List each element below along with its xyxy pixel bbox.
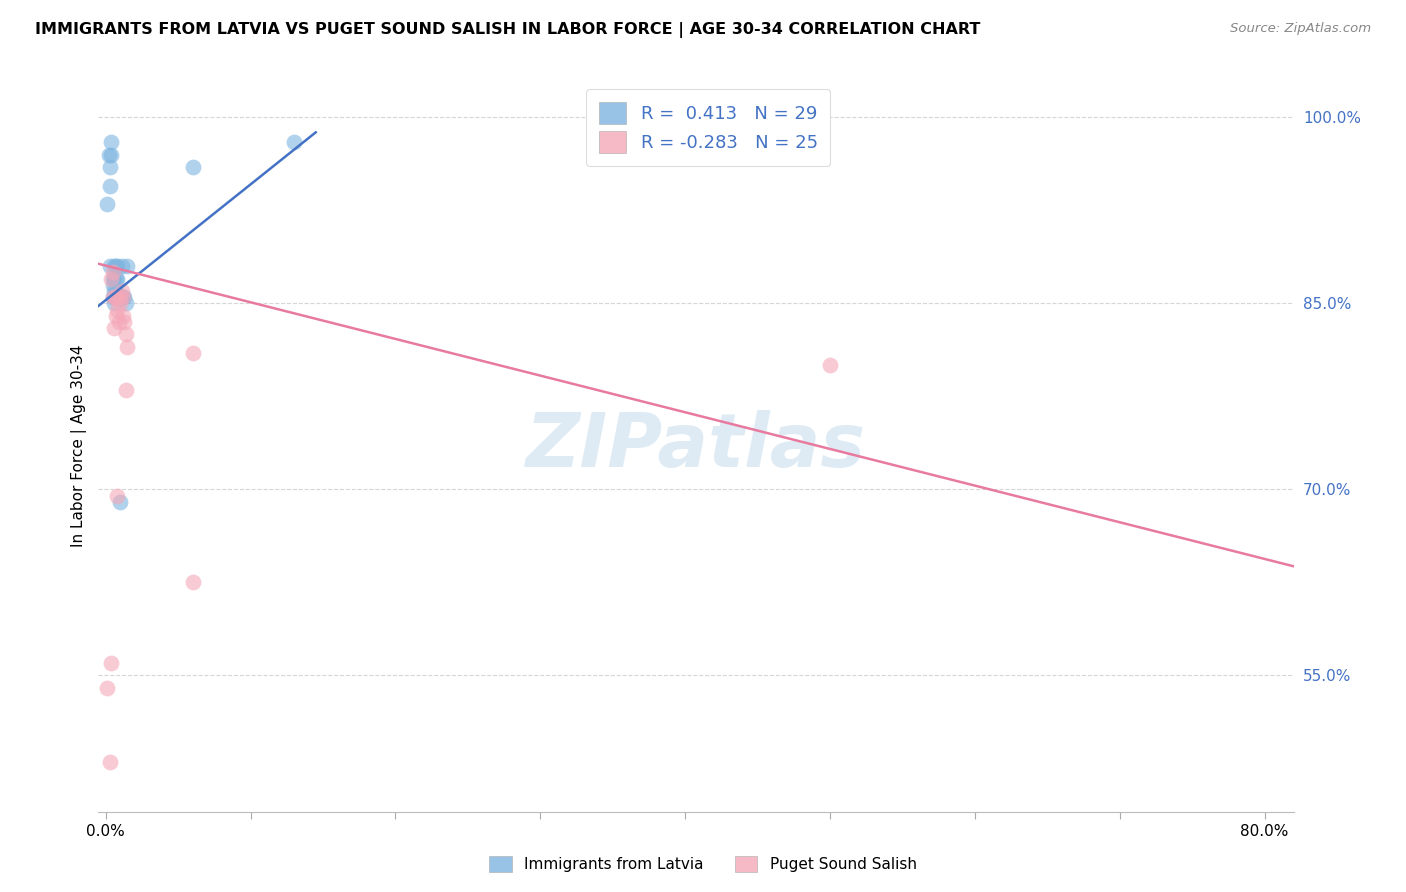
Point: [98, 178, 121, 193]
Point: [103, 271, 125, 285]
Point: [103, 321, 125, 335]
Point: [117, 259, 139, 273]
Point: [101, 277, 124, 292]
Point: [101, 265, 124, 279]
Point: [104, 290, 127, 304]
Point: [115, 296, 138, 310]
Point: [108, 290, 131, 304]
Point: [100, 656, 122, 670]
Text: ZIPatlas: ZIPatlas: [526, 409, 866, 483]
Point: [112, 309, 135, 323]
Text: IMMIGRANTS FROM LATVIA VS PUGET SOUND SALISH IN LABOR FORCE | AGE 30-34 CORRELAT: IMMIGRANTS FROM LATVIA VS PUGET SOUND SA…: [35, 22, 980, 38]
Point: [112, 290, 135, 304]
Legend: R =  0.413   N = 29, R = -0.283   N = 25: R = 0.413 N = 29, R = -0.283 N = 25: [586, 89, 831, 166]
Point: [110, 284, 132, 298]
Point: [101, 290, 124, 304]
Point: [114, 315, 136, 329]
Y-axis label: In Labor Force | Age 30-34: In Labor Force | Age 30-34: [72, 344, 87, 548]
Point: [104, 309, 127, 323]
Point: [107, 315, 129, 329]
Point: [97, 147, 120, 161]
Point: [96, 681, 118, 695]
Point: [105, 489, 128, 503]
Point: [105, 302, 128, 317]
Point: [103, 284, 125, 298]
Point: [110, 259, 132, 273]
Point: [112, 290, 135, 304]
Point: [100, 147, 122, 161]
Point: [105, 259, 128, 273]
Point: [117, 340, 139, 354]
Point: [818, 359, 841, 373]
Point: [108, 495, 131, 509]
Point: [104, 259, 127, 273]
Point: [98, 259, 121, 273]
Point: [104, 284, 127, 298]
Point: [104, 290, 127, 304]
Point: [107, 290, 129, 304]
Point: [181, 346, 204, 360]
Legend: Immigrants from Latvia, Puget Sound Salish: Immigrants from Latvia, Puget Sound Sali…: [482, 848, 924, 880]
Point: [100, 135, 122, 149]
Point: [103, 296, 125, 310]
Text: Source: ZipAtlas.com: Source: ZipAtlas.com: [1230, 22, 1371, 36]
Point: [105, 271, 128, 285]
Point: [101, 290, 124, 304]
Point: [108, 296, 131, 310]
Point: [100, 271, 122, 285]
Point: [101, 271, 124, 285]
Point: [96, 197, 118, 211]
Point: [181, 160, 204, 174]
Point: [104, 271, 127, 285]
Point: [98, 160, 121, 174]
Point: [98, 755, 121, 769]
Point: [105, 290, 128, 304]
Point: [115, 327, 138, 342]
Point: [114, 290, 136, 304]
Point: [115, 383, 138, 397]
Point: [181, 575, 204, 590]
Point: [283, 135, 305, 149]
Point: [103, 259, 125, 273]
